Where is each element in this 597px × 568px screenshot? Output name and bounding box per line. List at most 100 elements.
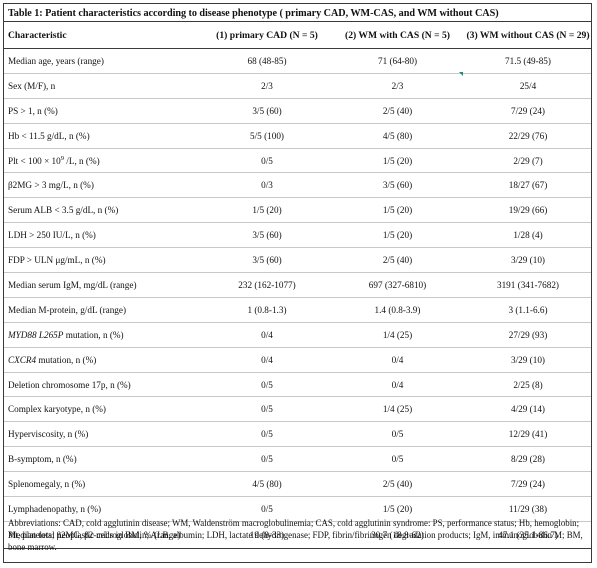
row-label: CXCR4 mutation, n (%) [4, 347, 200, 373]
primary-cad-value: 68 (48-85) [200, 48, 330, 74]
abbreviations-footnote: Abbreviations: CAD, cold agglutinin dise… [8, 518, 583, 553]
wm-with-cas-value: 2/3 [330, 73, 461, 99]
primary-cad-value: 3/5 (60) [200, 98, 330, 124]
row-label: Serum ALB < 3.5 g/dL, n (%) [4, 197, 200, 224]
label-text: mutation, n (%) [36, 354, 97, 365]
wm-without-cas-value: 3 (1.1-6.6) [461, 297, 591, 323]
wm-without-cas-value: 2/29 (7) [461, 148, 591, 174]
row-label: Complex karyotype, n (%) [4, 396, 200, 423]
wm-with-cas-value: 30.7 (18.8-62) [330, 521, 461, 549]
row-label: Plt < 100 × 109 /L, n (%) [4, 148, 200, 174]
label-text: β2MG > 3 mg/L, n (%) [8, 180, 94, 191]
table-row: LDH > 250 IU/L, n (%) 3/5 (60) 1/5 (20) 1/2… [4, 222, 591, 249]
wm-without-cas-value: 22/29 (76) [461, 123, 591, 149]
primary-cad-value: 1/5 (20) [200, 197, 330, 224]
primary-cad-value: 0/4 [200, 347, 330, 373]
table-row: Serum ALB < 3.5 g/dL, n (%) 1/5 (20) 1/5 (… [4, 197, 591, 224]
table-row: B-symptom, n (%) 0/5 0/5 8/29 (28) [4, 446, 591, 473]
row-label: B-symptom, n (%) [4, 446, 200, 473]
primary-cad-value: 0/5 [200, 148, 330, 174]
wm-with-cas-value: 697 (327-6810) [330, 272, 461, 298]
table-frame: Table 1: Patient characteristics accordi… [3, 3, 592, 563]
wm-with-cas-value: 2/5 (40) [330, 247, 461, 274]
primary-cad-value: 5/5 (100) [200, 123, 330, 149]
cell-marker [459, 72, 463, 76]
label-text: FDP > ULN μg/mL, n (%) [8, 255, 106, 266]
primary-cad-value: 2/3 [200, 73, 330, 99]
primary-cad-value: 0/4 [200, 322, 330, 348]
wm-without-cas-value: 47.1 (35.1-86.7) [461, 521, 591, 549]
label-text: PS > 1, n (%) [8, 105, 58, 116]
table-row: Complex karyotype, n (%) 0/5 1/4 (25) 4/29 … [4, 396, 591, 423]
label-text: LDH > 250 IU/L, n (%) [8, 230, 96, 241]
header-primary-cad: (1) primary CAD (N = 5) [200, 22, 330, 49]
header-row: Characteristic (1) primary CAD (N = 5) (… [4, 22, 591, 49]
table-body: Median age, years (range) 68 (48-85) 71 (6… [4, 48, 591, 549]
primary-cad-value: 0/5 [200, 446, 330, 473]
gene-name: MYD88 L265P [8, 329, 64, 340]
label-text: B-symptom, n (%) [8, 454, 77, 465]
label-text: Lymphadenopathy, n (%) [8, 503, 102, 514]
label-text: Complex karyotype, n (%) [8, 404, 106, 415]
label-superscript: 9 [60, 154, 64, 162]
label-suffix: /L, n (%) [63, 156, 100, 167]
row-label: LDH > 250 IU/L, n (%) [4, 222, 200, 249]
title-divider [4, 21, 591, 22]
row-label: MYD88 L265P mutation, n (%) [4, 322, 200, 348]
wm-without-cas-value: 11/29 (38) [461, 496, 591, 522]
table-row: Deletion chromosome 17p, n (%) 0/5 0/4 2/25… [4, 372, 591, 398]
table-row: CXCR4 mutation, n (%) 0/4 0/4 3/29 (10) [4, 347, 591, 373]
wm-with-cas-value: 1/5 (20) [330, 496, 461, 522]
table-title: Table 1: Patient characteristics accordi… [8, 8, 499, 19]
wm-with-cas-value: 1/5 (20) [330, 197, 461, 224]
wm-with-cas-value: 2/5 (40) [330, 471, 461, 498]
primary-cad-value: 0/5 [200, 372, 330, 398]
label-text: mutation, n (%) [63, 329, 124, 340]
primary-cad-value: 1 (0.8-1.3) [200, 297, 330, 323]
header-wm-without-cas: (3) WM without CAS (N = 29) [461, 22, 591, 49]
row-label: Deletion chromosome 17p, n (%) [4, 372, 200, 398]
wm-with-cas-value: 1/4 (25) [330, 322, 461, 348]
header-characteristic: Characteristic [4, 22, 200, 49]
table-row: Median total neoplastic cells in BM, % (… [4, 521, 591, 549]
table-row: Plt < 100 × 109 /L, n (%) 0/5 1/5 (20) 2/29… [4, 148, 591, 174]
row-label: β2MG > 3 mg/L, n (%) [4, 172, 200, 199]
wm-with-cas-value: 2/5 (40) [330, 98, 461, 124]
label-text: Median total neoplastic cells in BM, % (… [8, 529, 181, 540]
wm-without-cas-value: 19/29 (66) [461, 197, 591, 224]
wm-without-cas-value: 3191 (341-7682) [461, 272, 591, 298]
wm-without-cas-value: 1/28 (4) [461, 222, 591, 249]
label-text: Plt < 100 × 10 [8, 156, 61, 167]
wm-with-cas-value: 71 (64-80) [330, 48, 461, 74]
primary-cad-value: 0/3 [200, 172, 330, 199]
table-row: FDP > ULN μg/mL, n (%) 3/5 (60) 2/5 (40) 3/… [4, 247, 591, 274]
wm-without-cas-value: 18/27 (67) [461, 172, 591, 199]
table-row: Splenomegaly, n (%) 4/5 (80) 2/5 (40) 7/29 … [4, 471, 591, 498]
wm-with-cas-value: 0/4 [330, 347, 461, 373]
primary-cad-value: 232 (162-1077) [200, 272, 330, 298]
row-label: FDP > ULN μg/mL, n (%) [4, 247, 200, 274]
label-text: Median M-protein, g/dL (range) [8, 304, 127, 315]
row-label: PS > 1, n (%) [4, 98, 200, 124]
label-text: Median age, years (range) [8, 55, 104, 66]
table-row: Median age, years (range) 68 (48-85) 71 (6… [4, 48, 591, 74]
wm-without-cas-value: 4/29 (14) [461, 396, 591, 423]
wm-with-cas-value: 1.4 (0.8-3.9) [330, 297, 461, 323]
primary-cad-value: 0/5 [200, 421, 330, 448]
label-text: Hb < 11.5 g/dL, n (%) [8, 130, 90, 141]
primary-cad-value: 19 (8-33) [200, 521, 330, 549]
row-label: Median age, years (range) [4, 48, 200, 74]
primary-cad-value: 4/5 (80) [200, 471, 330, 498]
wm-with-cas-value: 1/5 (20) [330, 222, 461, 249]
primary-cad-value: 3/5 (60) [200, 247, 330, 274]
row-label: Median serum IgM, mg/dL (range) [4, 272, 200, 298]
header-wm-with-cas: (2) WM with CAS (N = 5) [330, 22, 461, 49]
wm-with-cas-value: 3/5 (60) [330, 172, 461, 199]
row-label: Median M-protein, g/dL (range) [4, 297, 200, 323]
primary-cad-value: 0/5 [200, 496, 330, 522]
table-row: Lymphadenopathy, n (%) 0/5 1/5 (20) 11/29 (… [4, 496, 591, 522]
wm-without-cas-value: 7/29 (24) [461, 471, 591, 498]
table-row: PS > 1, n (%) 3/5 (60) 2/5 (40) 7/29 (24) [4, 98, 591, 124]
wm-without-cas-value: 2/25 (8) [461, 372, 591, 398]
wm-with-cas-value: 0/5 [330, 446, 461, 473]
